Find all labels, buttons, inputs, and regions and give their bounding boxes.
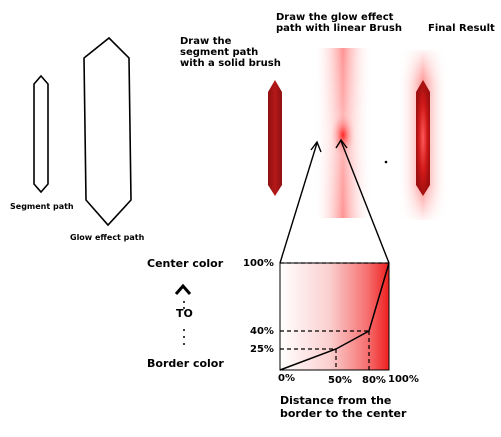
solid-brush-line-3: with a solid brush (180, 58, 281, 69)
distance-caption: Distance from the border to the center (280, 394, 406, 420)
glow-brush-line-2: path with linear Brush (276, 23, 402, 34)
center-color-label: Center color (147, 257, 224, 270)
distance-line-2: border to the center (280, 407, 407, 420)
dotted-arrow-shaft (183, 301, 185, 345)
gradient-curve (279, 262, 390, 371)
gradient-chart-box (279, 262, 390, 371)
glow-effect (314, 48, 372, 218)
solid-brush-caption: Draw the segment path with a solid brush (180, 36, 281, 69)
dashed-guides (280, 262, 389, 370)
distance-line-1: Distance from the (280, 394, 392, 407)
segment-path-label: Segment path (10, 202, 74, 211)
stray-dot (384, 160, 388, 164)
x-tick-100: 100% (388, 374, 419, 385)
arrow-head-right (335, 138, 348, 149)
solid-brush-line-2: segment path (180, 47, 259, 58)
glow-brush-line-1: Draw the glow effect (276, 12, 394, 23)
final-result-caption: Final Result (428, 23, 495, 34)
solid-segment (268, 80, 282, 196)
glow-path-label: Glow effect path (70, 233, 145, 242)
y-tick-40: 40% (250, 326, 274, 337)
segment-path-outline (33, 74, 49, 194)
x-tick-0: 0% (278, 373, 295, 384)
glow-path-outline (83, 36, 132, 227)
connector-right (340, 140, 390, 264)
x-tick-80: 80% (362, 375, 386, 386)
final-result (398, 50, 448, 220)
x-tick-50: 50% (328, 375, 352, 386)
to-label: TO (176, 307, 193, 320)
connector-left (279, 142, 318, 264)
border-color-label: Border color (147, 357, 224, 370)
up-arrow-head (174, 283, 192, 295)
solid-brush-line-1: Draw the (180, 36, 232, 47)
arrow-head-left (310, 140, 322, 153)
y-tick-25: 25% (250, 344, 274, 355)
glow-brush-caption: Draw the glow effect path with linear Br… (276, 12, 402, 34)
y-tick-100: 100% (243, 258, 274, 269)
